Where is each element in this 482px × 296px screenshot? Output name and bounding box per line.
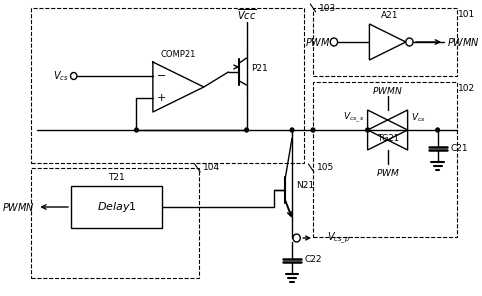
Text: $PWM$: $PWM$ — [375, 166, 400, 178]
Text: $PWM$: $PWM$ — [305, 36, 330, 48]
Text: +: + — [156, 93, 166, 103]
Text: −: − — [156, 71, 166, 81]
Text: 102: 102 — [458, 83, 475, 93]
Text: $V_{cs\_p}$: $V_{cs\_p}$ — [327, 230, 350, 246]
Text: $V_{cs}$: $V_{cs}$ — [54, 69, 69, 83]
Text: $\overline{Vcc}$: $\overline{Vcc}$ — [237, 8, 256, 22]
Text: $PWMN$: $PWMN$ — [1, 201, 35, 213]
Circle shape — [245, 128, 248, 132]
Text: 103: 103 — [319, 4, 335, 12]
Circle shape — [436, 128, 440, 132]
Text: $V_{cs}$: $V_{cs}$ — [411, 112, 426, 124]
Circle shape — [366, 128, 369, 132]
Text: TG21: TG21 — [376, 133, 399, 142]
Text: N21: N21 — [296, 181, 315, 189]
Circle shape — [290, 128, 294, 132]
Text: COMP21: COMP21 — [161, 49, 196, 59]
Text: $V_{cs\_s}$: $V_{cs\_s}$ — [343, 111, 364, 125]
Text: C22: C22 — [305, 255, 322, 265]
Text: P21: P21 — [251, 64, 268, 73]
Text: 104: 104 — [203, 163, 220, 173]
Text: 101: 101 — [458, 9, 475, 19]
Text: C21: C21 — [450, 144, 468, 152]
Text: A21: A21 — [381, 10, 398, 20]
Text: T21: T21 — [108, 173, 125, 183]
Text: $Delay1$: $Delay1$ — [96, 200, 136, 214]
Text: 105: 105 — [317, 163, 334, 173]
Bar — [71, 186, 162, 228]
Circle shape — [311, 128, 315, 132]
Text: $PWMN$: $PWMN$ — [372, 84, 403, 96]
Text: $PWMN$: $PWMN$ — [447, 36, 480, 48]
Circle shape — [134, 128, 138, 132]
